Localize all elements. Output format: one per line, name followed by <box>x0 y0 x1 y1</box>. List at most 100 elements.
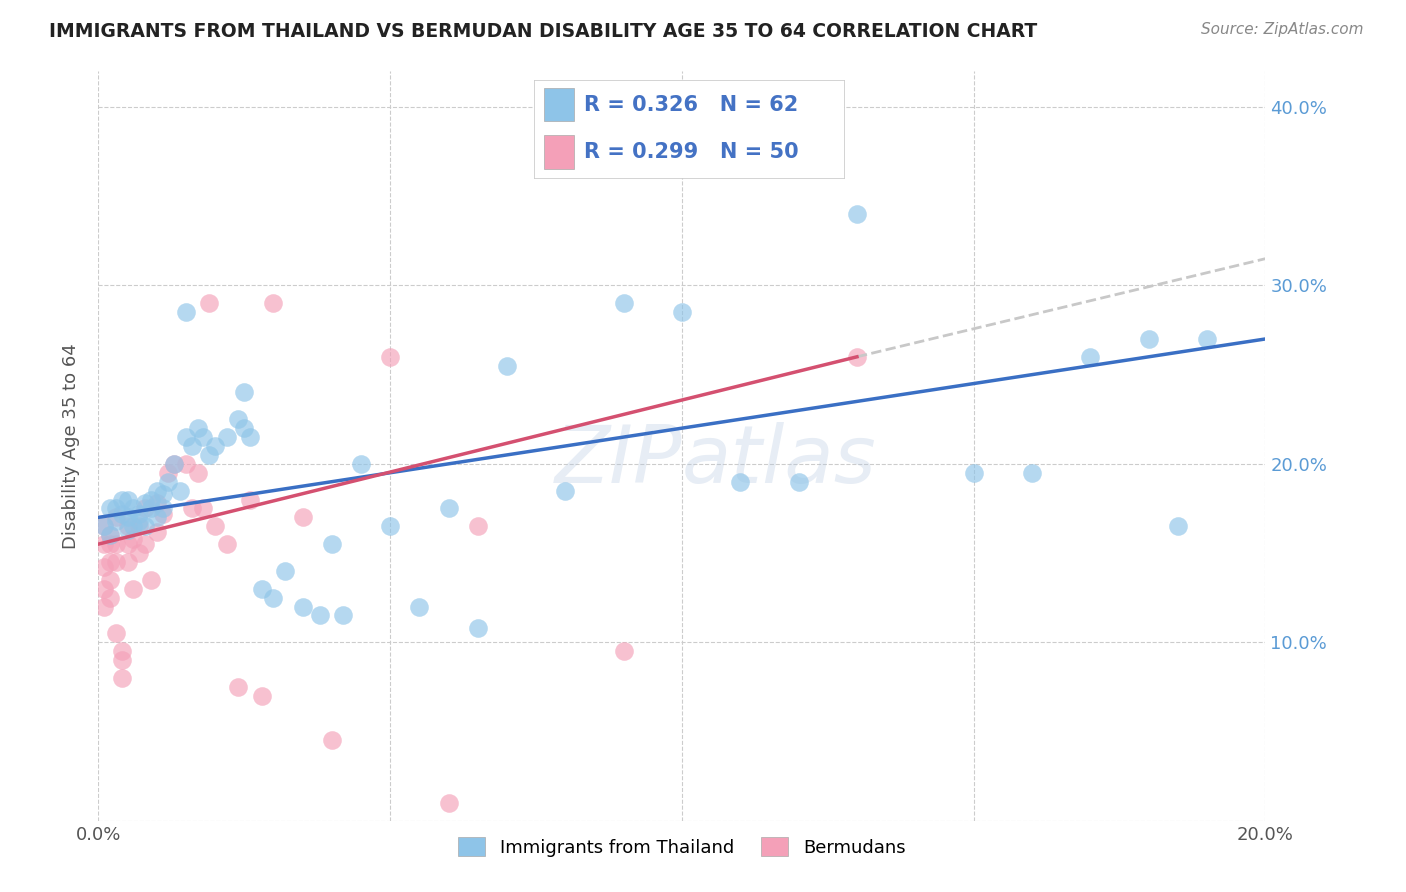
Point <box>846 207 869 221</box>
Point <box>437 501 460 516</box>
Point <box>467 519 489 533</box>
Text: ZIP: ZIP <box>554 422 682 500</box>
Legend: Immigrants from Thailand, Bermudans: Immigrants from Thailand, Bermudans <box>451 830 912 864</box>
Point <box>408 599 430 614</box>
Point <box>111 644 134 658</box>
Point <box>350 457 373 471</box>
Point <box>98 591 121 605</box>
Point <box>1167 519 1189 533</box>
Point <box>198 448 221 462</box>
Text: IMMIGRANTS FROM THAILAND VS BERMUDAN DISABILITY AGE 35 TO 64 CORRELATION CHART: IMMIGRANTS FROM THAILAND VS BERMUDAN DIS… <box>49 22 1038 41</box>
Point <box>104 555 127 569</box>
Point <box>215 430 238 444</box>
Point <box>98 528 121 542</box>
Point <box>174 457 197 471</box>
Point <box>1195 332 1218 346</box>
Point <box>152 487 174 501</box>
Point <box>380 519 402 533</box>
Point <box>128 507 150 521</box>
Point <box>274 564 297 578</box>
Point <box>198 296 221 310</box>
Point <box>787 475 810 489</box>
Point <box>128 514 150 528</box>
Point <box>122 519 145 533</box>
Point <box>122 532 145 546</box>
Point <box>730 475 752 489</box>
Point <box>612 296 634 310</box>
Point <box>139 501 162 516</box>
Point <box>962 466 984 480</box>
Bar <box>544 88 575 121</box>
Point <box>104 501 127 516</box>
Point <box>612 644 634 658</box>
Point <box>380 350 402 364</box>
Point <box>98 528 121 542</box>
Point <box>93 519 115 533</box>
Point <box>250 689 273 703</box>
Point <box>467 621 489 635</box>
Point <box>193 501 215 516</box>
Point <box>111 653 134 667</box>
Point <box>187 466 209 480</box>
Point <box>128 519 150 533</box>
Point <box>111 492 134 507</box>
Point <box>250 582 273 596</box>
Point <box>152 507 174 521</box>
Point <box>180 501 202 516</box>
Point <box>157 475 180 489</box>
Point <box>117 510 139 524</box>
Point <box>157 466 180 480</box>
Text: R = 0.299   N = 50: R = 0.299 N = 50 <box>583 142 799 162</box>
Point <box>111 671 134 685</box>
Point <box>117 555 139 569</box>
Point <box>93 599 115 614</box>
Point <box>204 519 226 533</box>
Text: Source: ZipAtlas.com: Source: ZipAtlas.com <box>1201 22 1364 37</box>
Point <box>187 421 209 435</box>
Point <box>134 501 156 516</box>
Point <box>146 510 169 524</box>
Point <box>122 501 145 516</box>
Y-axis label: Disability Age 35 to 64: Disability Age 35 to 64 <box>62 343 80 549</box>
Point <box>98 555 121 569</box>
Point <box>139 492 162 507</box>
Point <box>146 496 169 510</box>
Bar <box>544 136 575 169</box>
Point <box>98 537 121 551</box>
Point <box>134 496 156 510</box>
Point <box>1080 350 1102 364</box>
Text: R = 0.326   N = 62: R = 0.326 N = 62 <box>583 95 799 115</box>
Point <box>215 537 238 551</box>
Point <box>146 483 169 498</box>
Point <box>309 608 332 623</box>
Point <box>671 305 693 319</box>
Point <box>98 573 121 587</box>
Point <box>117 523 139 537</box>
Point <box>291 510 314 524</box>
Point <box>104 510 127 524</box>
Point <box>204 439 226 453</box>
Point <box>152 501 174 516</box>
Point <box>93 560 115 574</box>
Point <box>93 519 115 533</box>
Point <box>174 305 197 319</box>
Point <box>233 385 256 400</box>
Point <box>262 591 284 605</box>
Point <box>1021 466 1043 480</box>
Point <box>291 599 314 614</box>
Point <box>146 524 169 539</box>
Point <box>174 430 197 444</box>
Point <box>122 582 145 596</box>
Point <box>117 537 139 551</box>
Point <box>846 350 869 364</box>
Point <box>139 573 162 587</box>
Text: atlas: atlas <box>682 422 877 500</box>
Point <box>117 492 139 507</box>
Point <box>104 514 127 528</box>
Point <box>239 492 262 507</box>
Point <box>111 507 134 521</box>
Point <box>117 519 139 533</box>
Point <box>321 537 343 551</box>
Point <box>104 626 127 640</box>
Point <box>93 582 115 596</box>
